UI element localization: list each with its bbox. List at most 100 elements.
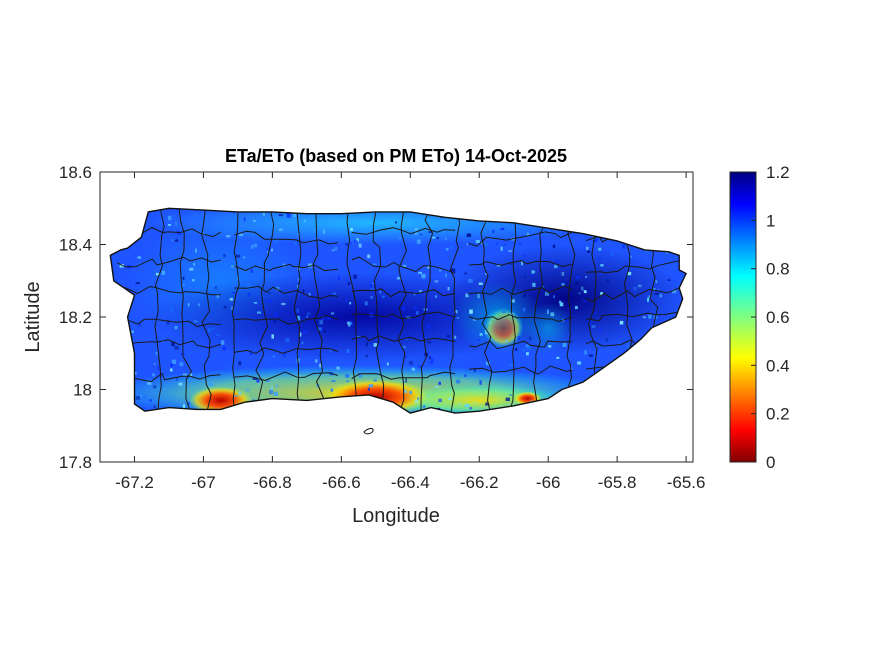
municipality-border bbox=[346, 208, 358, 412]
speckle bbox=[222, 346, 226, 351]
speckle bbox=[182, 404, 186, 409]
speckle bbox=[331, 380, 336, 382]
municipality-border bbox=[231, 208, 240, 412]
speckle bbox=[188, 373, 193, 377]
speckle bbox=[229, 298, 233, 301]
municipality-border bbox=[351, 311, 456, 320]
speckle bbox=[216, 293, 219, 299]
speckle bbox=[434, 295, 437, 298]
speckle bbox=[508, 250, 513, 252]
speckle bbox=[345, 380, 349, 383]
heatmap-zones bbox=[110, 208, 686, 414]
speckle bbox=[226, 235, 231, 238]
speckle bbox=[402, 264, 407, 267]
speckle bbox=[505, 397, 510, 402]
speckle bbox=[297, 233, 300, 237]
speckle bbox=[524, 276, 527, 279]
speckle bbox=[428, 356, 431, 360]
speckle bbox=[256, 379, 260, 383]
speckle bbox=[367, 254, 371, 259]
speckle bbox=[585, 276, 587, 278]
speckle bbox=[469, 406, 472, 410]
speckle bbox=[466, 233, 472, 237]
municipality-border bbox=[234, 371, 339, 382]
speckle bbox=[558, 300, 562, 304]
speckle bbox=[398, 237, 401, 240]
speckle bbox=[419, 290, 422, 293]
speckle bbox=[532, 282, 536, 287]
speckle bbox=[303, 330, 308, 333]
municipality-border bbox=[468, 285, 573, 295]
speckle bbox=[619, 320, 624, 325]
speckle bbox=[430, 357, 434, 362]
speckle bbox=[530, 274, 534, 277]
speckle bbox=[293, 213, 296, 217]
speckle bbox=[417, 397, 420, 400]
speckle bbox=[236, 254, 241, 258]
speckle bbox=[466, 243, 468, 246]
x-tick-label: -66 bbox=[536, 473, 561, 492]
speckle bbox=[283, 352, 286, 357]
speckle bbox=[626, 315, 631, 318]
speckle bbox=[647, 297, 649, 302]
speckle bbox=[598, 247, 602, 251]
speckle bbox=[465, 293, 468, 298]
speckle bbox=[223, 305, 227, 309]
speckle bbox=[345, 243, 348, 246]
speckle bbox=[243, 217, 246, 222]
speckle bbox=[479, 380, 482, 385]
speckle bbox=[306, 312, 311, 315]
speckle bbox=[456, 317, 459, 319]
speckle bbox=[416, 311, 419, 315]
speckle bbox=[182, 276, 185, 280]
speckle bbox=[594, 312, 597, 315]
speckle bbox=[500, 246, 503, 251]
speckle bbox=[445, 273, 448, 278]
speckle bbox=[455, 379, 461, 384]
speckle bbox=[509, 394, 512, 396]
speckle bbox=[159, 240, 162, 244]
speckle bbox=[409, 390, 412, 395]
speckle bbox=[527, 345, 532, 350]
municipality-border bbox=[530, 208, 548, 412]
speckle bbox=[171, 239, 176, 242]
speckle bbox=[177, 232, 182, 236]
speckle bbox=[496, 264, 501, 267]
speckle bbox=[358, 373, 362, 378]
speckle bbox=[358, 243, 362, 248]
colorbar-ticks: 0 0.2 0.4 0.6 0.8 1 1.2 bbox=[751, 163, 790, 472]
speckle bbox=[303, 219, 306, 222]
speckle bbox=[330, 312, 335, 315]
speckle bbox=[586, 246, 589, 250]
speckle bbox=[138, 322, 141, 327]
speckle bbox=[403, 389, 407, 393]
speckle bbox=[302, 289, 305, 294]
speckle bbox=[522, 307, 526, 312]
speckle bbox=[517, 336, 521, 341]
speckle bbox=[119, 264, 124, 268]
speckle bbox=[345, 374, 350, 378]
speckle bbox=[140, 395, 143, 397]
speckle bbox=[581, 286, 584, 291]
speckle bbox=[554, 259, 559, 264]
speckle bbox=[319, 320, 323, 325]
speckle bbox=[454, 335, 457, 339]
speckle bbox=[434, 386, 439, 388]
x-axis-ticks: -67.2 -67 -66.8 -66.6 -66.4 -66.2 -66 -65.8 -65.… bbox=[115, 172, 705, 492]
speckle bbox=[556, 356, 560, 359]
speckle bbox=[447, 287, 450, 291]
speckle bbox=[413, 306, 417, 310]
municipality-border bbox=[586, 259, 687, 274]
municipality-border bbox=[351, 335, 456, 342]
speckle bbox=[220, 340, 225, 345]
speckle bbox=[157, 366, 160, 370]
municipality-border bbox=[234, 314, 339, 325]
y-tick-label: 18.6 bbox=[59, 163, 92, 182]
speckle bbox=[484, 330, 489, 335]
speckle bbox=[261, 262, 265, 265]
speckle bbox=[500, 227, 505, 231]
speckle bbox=[307, 263, 313, 268]
speckle bbox=[370, 283, 375, 289]
speckle bbox=[479, 333, 483, 336]
speckle bbox=[345, 298, 348, 302]
